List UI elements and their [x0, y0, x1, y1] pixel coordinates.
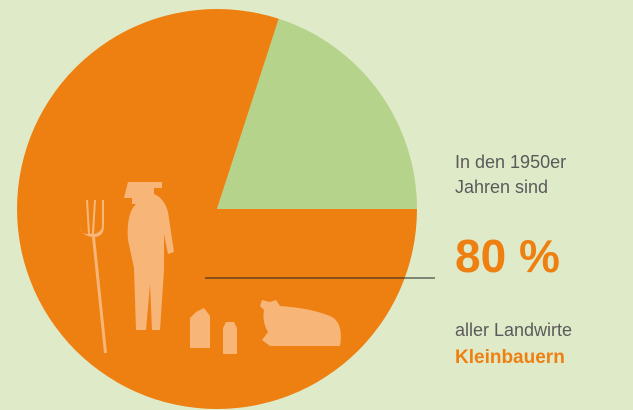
pie	[17, 8, 417, 410]
milk-cans	[190, 308, 237, 354]
farm-illustration	[80, 182, 341, 354]
farmer	[124, 182, 174, 330]
cow	[260, 300, 341, 346]
annotation: Jahren sind	[455, 177, 548, 197]
pitchfork	[80, 200, 107, 353]
annotation: In den 1950er	[455, 152, 566, 172]
annotation: aller Landwirte	[455, 320, 572, 340]
pie-slice	[17, 8, 417, 410]
pie-slice	[217, 18, 417, 209]
value-label: 80 %	[455, 230, 560, 282]
annotation: Kleinbauern	[455, 347, 565, 368]
